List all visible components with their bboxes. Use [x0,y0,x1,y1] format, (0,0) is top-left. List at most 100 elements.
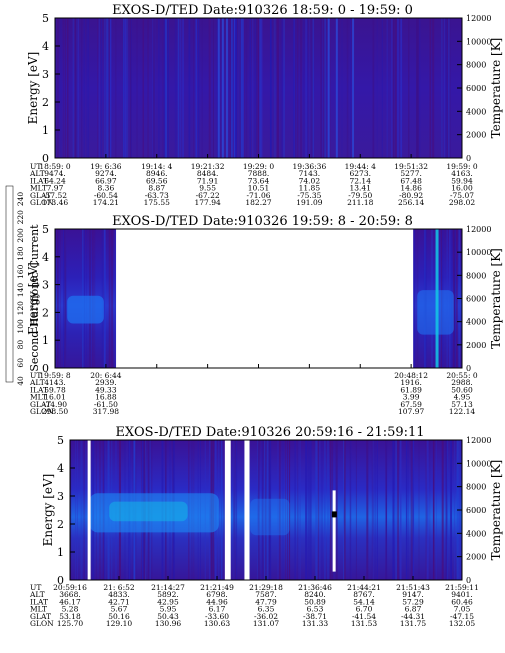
heatmap-streak [309,440,312,580]
heatmap-streak [235,440,238,580]
table-cell: -67.22 [196,191,220,200]
heatmap-streak [273,18,276,158]
heatmap-streak [429,18,432,158]
heatmap-streak [392,18,395,158]
heatmap-streak [82,440,84,580]
heatmap-streak [397,440,399,580]
heatmap-streak [416,18,419,158]
table-cell: 19: 6:36 [90,162,122,171]
heatmap-streak [335,440,338,580]
table-cell: 4.95 [454,393,471,402]
heatmap-streak [344,440,346,580]
colorbar-label: Second Harmonic Current [28,224,41,372]
table-cell: -57.52 [43,191,67,200]
table-cell: 6.87 [405,605,422,614]
table-cell: 19:44: 4 [345,162,377,171]
heatmap-streak [213,18,214,158]
table-cell: -79.50 [348,191,372,200]
heatmap-streak [454,229,456,368]
y2-tick-label: 0 [466,154,471,163]
heatmap-streak [57,229,59,368]
heatmap-streak [391,18,393,158]
heatmap-streak [366,440,369,580]
heatmap-streak [67,18,69,158]
table-cell: -38.71 [303,612,327,621]
table-cell: 71.91 [197,176,218,185]
heatmap-streak [413,229,416,368]
y2-tick-label: 12000 [466,436,491,445]
y2-tick-label: 10000 [466,37,491,46]
heatmap-streak [264,440,267,580]
heatmap-streak [83,440,85,580]
heatmap-streak [280,18,282,158]
y2-tick-label: 12000 [466,225,491,234]
heatmap-streak [300,18,302,158]
heatmap-streak [447,440,449,580]
table-cell: 21: 6:52 [103,583,135,592]
chart-title: EXOS-D/TED Date:910326 20:59:16 - 21:59:… [115,425,424,440]
heatmap-streak [330,440,332,580]
table-cell: 10.51 [248,184,269,193]
heatmap-streak [303,18,305,158]
colorbar-tick-label: 100 [16,319,25,334]
table-cell: 42.95 [157,597,179,606]
table-cell: 6.35 [258,605,275,614]
table-cell: 67.48 [400,176,422,185]
heatmap-streak [350,440,352,580]
table-cell: 42.71 [108,597,129,606]
heatmap-streak [311,18,313,158]
y-tick-label: 1 [57,546,64,559]
table-cell: 21:21:49 [200,583,234,592]
table-cell: 7.97 [47,184,64,193]
table-cell: 191.09 [296,198,322,207]
y-tick-label: 5 [42,12,49,25]
y2-tick-label: 10000 [466,459,491,468]
heatmap-streak [201,18,203,158]
y-tick-label: 4 [42,251,49,264]
y-tick-label: 0 [57,574,64,587]
table-cell: 107.97 [398,407,424,416]
table-cell: 9401. [451,590,472,599]
heatmap-streak [259,18,261,158]
heatmap-streak [287,440,288,580]
table-cell: 175.55 [144,198,170,207]
table-cell: 2939. [95,378,116,387]
heatmap-streak [238,18,241,158]
heatmap-streak [416,18,418,158]
heatmap-streak [177,18,179,158]
table-cell: -75.07 [450,191,474,200]
y2-tick-label: 6000 [466,506,486,515]
table-cell: 20:48:12 [394,371,428,380]
table-cell: 20: 6:44 [90,371,122,380]
table-cell: 72.14 [350,176,372,185]
y-tick-label: 0 [42,152,49,165]
heatmap-streak [417,18,420,158]
heatmap-streak [352,18,355,158]
table-cell: -71.06 [246,191,270,200]
heatmap-streak [179,18,182,158]
heatmap-streak [74,18,76,158]
table-cell: -80.92 [399,191,423,200]
table-cell: 1916. [400,378,421,387]
heatmap-streak [305,18,307,158]
y2-tick-label: 8000 [466,271,486,280]
heatmap-streak [453,229,455,368]
table-cell: 16.00 [451,184,473,193]
table-cell: 16.88 [95,393,117,402]
heatmap-streak [312,18,315,158]
heatmap-streak [57,229,59,368]
table-row-label: GLAT [30,612,51,621]
heatmap-streak [72,18,75,158]
heatmap-enhancement [67,295,104,324]
table-cell: 131.07 [253,619,279,628]
heatmap-streak [208,18,211,158]
heatmap-streak [129,18,132,158]
heatmap-streak [182,18,184,158]
heatmap-streak [321,18,322,158]
heatmap-streak [350,18,352,158]
table-cell: 59.94 [451,176,473,185]
heatmap-streak [381,18,383,158]
heatmap-streak [454,229,456,368]
heatmap-streak [443,18,445,158]
heatmap-streak [80,440,82,580]
